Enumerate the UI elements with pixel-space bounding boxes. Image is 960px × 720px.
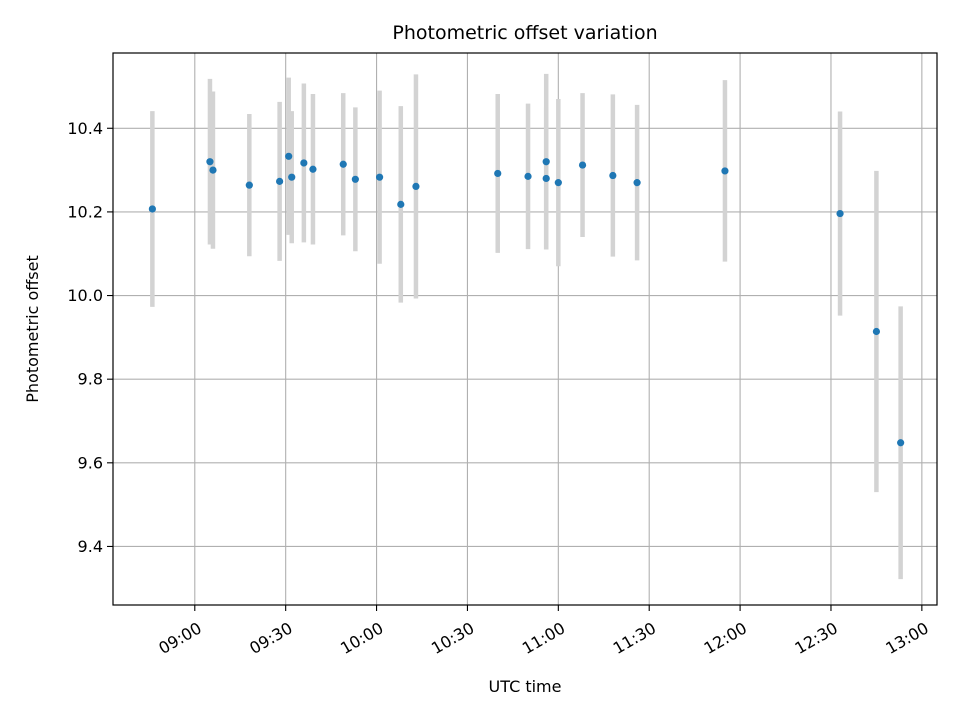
x-tick-label: 10:00 [337, 618, 386, 658]
data-point [245, 181, 253, 189]
data-point [897, 439, 905, 447]
data-point [633, 179, 641, 187]
data-point [285, 152, 293, 160]
data-point [209, 166, 217, 174]
plot-area-frame [112, 52, 938, 606]
data-point [276, 177, 284, 185]
data-point [494, 169, 502, 178]
data-point [288, 173, 296, 181]
data-point [872, 327, 881, 336]
data-point [309, 165, 317, 173]
x-tick-label: 10:30 [428, 618, 477, 658]
data-point [148, 205, 156, 213]
data-point [206, 158, 214, 166]
y-tick-label: 9.4 [78, 537, 103, 556]
data-point [524, 172, 532, 180]
x-tick-label: 11:30 [610, 618, 659, 658]
y-tick-label: 10.2 [67, 202, 103, 221]
x-axis-label: UTC time [489, 677, 562, 696]
x-tick-label: 12:00 [701, 618, 750, 658]
y-tick-label: 10.4 [67, 119, 103, 138]
data-point [578, 161, 587, 169]
y-axis-label: Photometric offset [23, 255, 42, 403]
grid-lines [113, 53, 937, 605]
data-point [836, 209, 844, 218]
error-bars [150, 73, 903, 580]
y-tick-label: 9.8 [78, 370, 103, 389]
data-point [351, 175, 359, 183]
x-tick-label: 09:00 [155, 618, 204, 658]
data-point [375, 173, 384, 181]
data-point [554, 179, 562, 187]
data-point [412, 182, 420, 190]
x-tick-label: 09:30 [246, 618, 295, 658]
data-point [609, 171, 617, 180]
data-point [397, 200, 405, 208]
data-point [542, 158, 550, 166]
data-points [148, 152, 905, 447]
data-point [339, 160, 347, 168]
data-point [542, 174, 550, 183]
chart-title: Photometric offset variation [392, 22, 657, 44]
x-tick-label: 13:00 [882, 618, 931, 658]
y-tick-label: 10.0 [67, 286, 103, 305]
data-point [300, 159, 308, 167]
data-point [721, 167, 729, 175]
y-tick-label: 9.6 [78, 453, 103, 472]
x-tick-label: 12:30 [792, 618, 841, 658]
x-tick-label: 11:00 [519, 618, 568, 658]
